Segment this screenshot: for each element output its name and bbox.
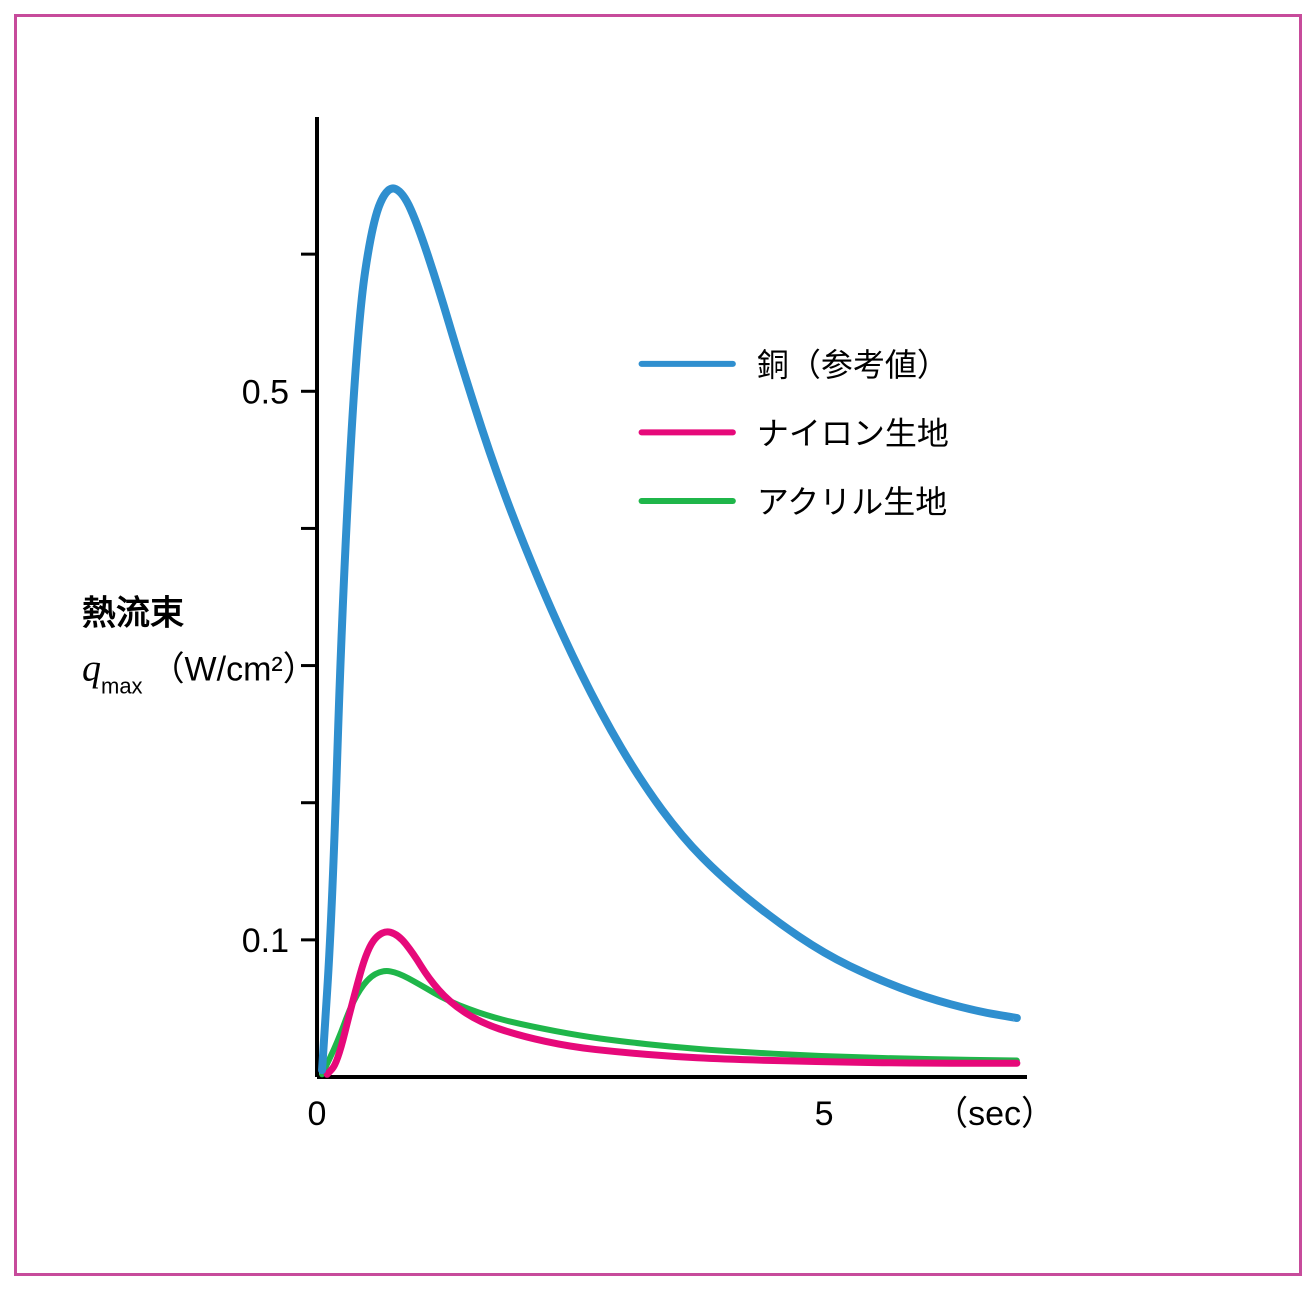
outer-frame: 0.1 0.5 0 5 （sec） 熱流束 qmax（W/cm²） 銅（参考値） ナイロン生地… <box>14 14 1302 1276</box>
series-nylon <box>327 932 1017 1074</box>
x-axis-unit: （sec） <box>934 1095 1055 1133</box>
x-tick-label: 0 <box>308 1095 327 1133</box>
legend-label-acrylic: アクリル生地 <box>757 484 947 520</box>
legend-label-copper: 銅（参考値） <box>757 347 949 383</box>
series-copper <box>322 188 1017 1070</box>
x-tick-label: 5 <box>815 1095 834 1133</box>
y-tick-label: 0.1 <box>242 922 289 960</box>
y-axis-label-line1: 熱流束 <box>82 594 184 632</box>
legend-label-nylon: ナイロン生地 <box>757 415 949 451</box>
heat-flux-chart: 0.1 0.5 0 5 （sec） 熱流束 qmax（W/cm²） 銅（参考値） ナイロン生地… <box>17 17 1299 1273</box>
y-axis-label-line2: qmax（W/cm²） <box>82 647 317 698</box>
y-tick-label: 0.5 <box>242 373 289 411</box>
